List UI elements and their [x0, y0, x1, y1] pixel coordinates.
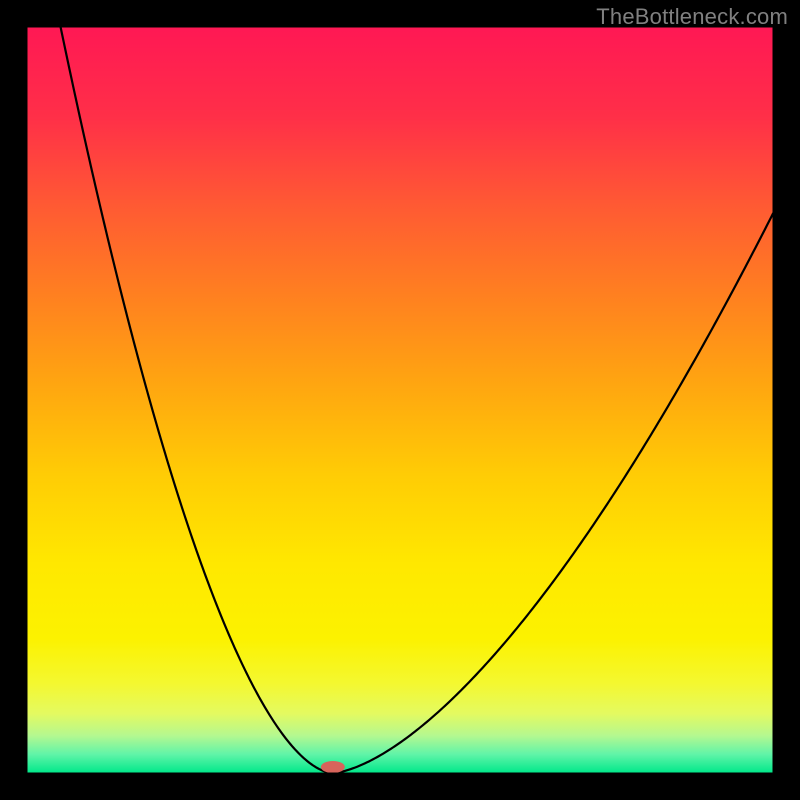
bottleneck-curve-chart: [0, 0, 800, 800]
watermark-text: TheBottleneck.com: [596, 4, 788, 30]
optimum-marker: [321, 761, 345, 773]
chart-container: TheBottleneck.com: [0, 0, 800, 800]
plot-background: [27, 27, 773, 773]
